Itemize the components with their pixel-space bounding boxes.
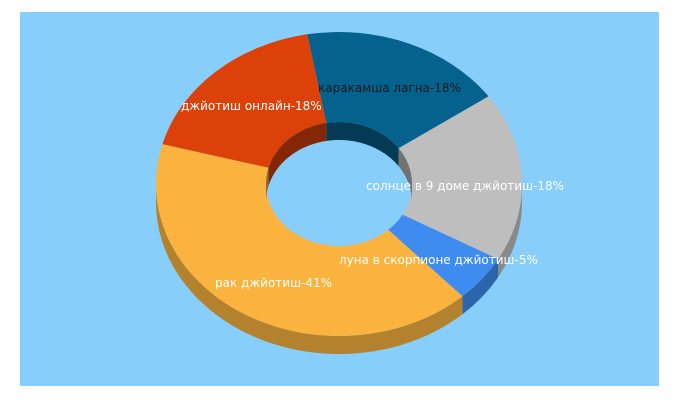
slice-inner-wall-солнце-в-9-доме-джйотиш: [398, 148, 412, 202]
slice-рак-джйотиш[interactable]: [155, 144, 463, 336]
donut-label-layer: каракамша лагна-18% солнце в 9 доме джйо…: [181, 81, 564, 290]
slice-inner-wall-рак-джйотиш: [266, 167, 269, 202]
slice-джйотиш-онлайн[interactable]: [162, 34, 327, 168]
slice-outer-wall-солнце-в-9-доме-джйотиш: [498, 185, 522, 278]
slice-top-faces: [155, 32, 522, 336]
slice-outer-wall-луна-в-скорпионе-джйотиш: [462, 259, 499, 315]
donut-depth-layer: [156, 185, 522, 354]
slice-label-karakamsha: каракамша лагна-18%: [318, 81, 461, 95]
slice-inner-wall-каракамша-лагна: [326, 122, 399, 167]
slice-луна-в-скорпионе-джйотиш[interactable]: [388, 214, 499, 297]
slice-outer-wall-рак-джйотиш: [156, 186, 463, 354]
donut-top-layer: [155, 32, 522, 336]
slice-каракамша-лагна[interactable]: [307, 32, 489, 149]
slice-inner-wall-джйотиш-онлайн: [268, 122, 327, 186]
slice-солнце-в-9-доме-джйотиш[interactable]: [398, 96, 522, 260]
slice-label-online: джйотиш онлайн-18%: [181, 99, 322, 113]
slice-label-luna: луна в скорпионе джйотиш-5%: [339, 253, 538, 267]
slice-label-rak: рак джйотиш-41%: [215, 276, 332, 290]
donut-hole: [266, 122, 412, 246]
slice-label-solntse: солнце в 9 доме джйотиш-18%: [366, 179, 564, 193]
